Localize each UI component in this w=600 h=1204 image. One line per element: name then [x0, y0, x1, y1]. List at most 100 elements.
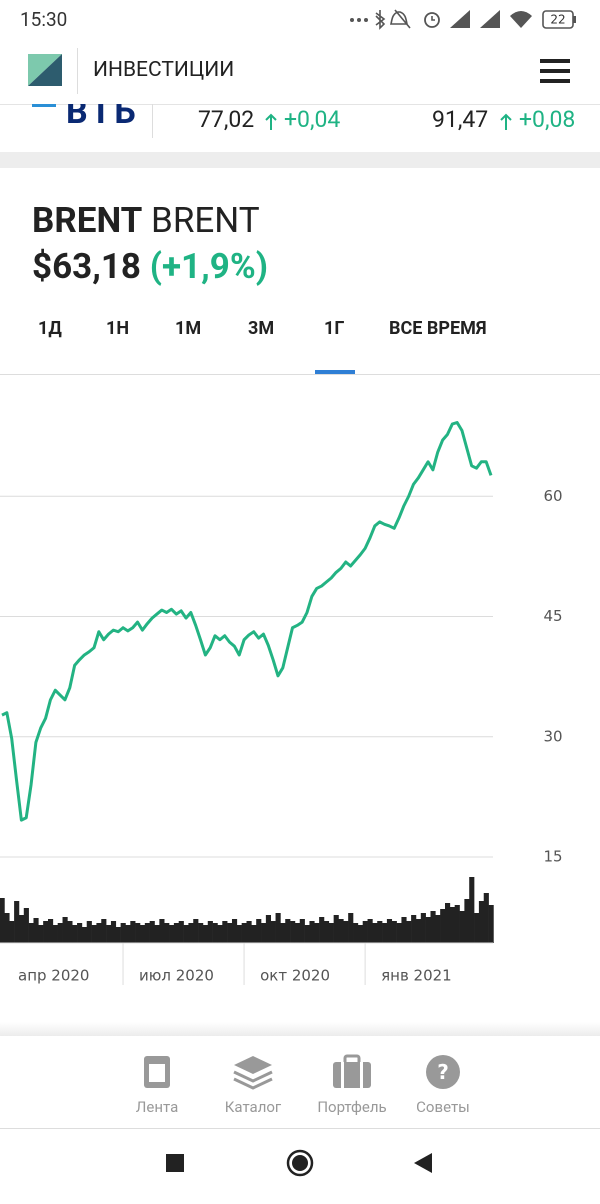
app-title: ИНВЕСТИЦИИ [93, 58, 235, 82]
volume-bar [23, 908, 29, 943]
app-header: ИНВЕСТИЦИИ [0, 36, 600, 105]
volume-bar [309, 921, 315, 943]
home-button[interactable] [286, 1149, 314, 1177]
x-tick-label: июл 2020 [139, 967, 214, 985]
volume-bar [159, 919, 165, 943]
volume-bar [217, 925, 223, 943]
volume-bar [474, 913, 480, 943]
volume-bar [67, 921, 73, 943]
volume-bar [72, 925, 78, 943]
volume-bar [91, 925, 97, 943]
volume-bar [173, 923, 180, 943]
volume-bar [33, 918, 39, 943]
period-tabs: 1Д 1Н 1М 3М 1Г ВСЕ ВРЕМЯ [0, 316, 600, 375]
volume-bar [193, 919, 199, 943]
separator [0, 1022, 600, 1036]
volume-bar [406, 921, 412, 943]
volume-bar [38, 925, 44, 943]
volume-bar [110, 921, 117, 943]
volume-bar [236, 925, 242, 943]
y-tick-label: 30 [543, 727, 562, 745]
instrument-change: (+1,9%) [149, 246, 268, 287]
period-tab[interactable]: 1Н [106, 318, 130, 339]
volume-bar [139, 925, 146, 943]
volume-bar [357, 925, 363, 943]
instrument-fullname: BRENT [151, 200, 260, 241]
volume-bar [396, 923, 402, 943]
nav-item[interactable]: Лента [107, 1038, 207, 1116]
volume-bar [488, 905, 494, 943]
menu-button[interactable] [540, 58, 572, 84]
volume-bar [377, 921, 383, 943]
volume-bar [372, 923, 378, 943]
nav-icon: ? [426, 1055, 460, 1089]
volume-bar [478, 901, 485, 943]
volume-bar [14, 901, 20, 943]
nav-item[interactable]: Каталог [203, 1038, 303, 1116]
volume-bar [130, 921, 136, 943]
separator [0, 152, 600, 168]
volume-bar [454, 905, 460, 943]
volume-bar [188, 923, 194, 943]
period-tab[interactable]: 3М [248, 318, 275, 339]
volume-bar [101, 919, 107, 943]
volume-bar [411, 915, 417, 943]
volume-bar [57, 923, 63, 943]
back-button[interactable] [414, 1153, 432, 1173]
volume-bar [464, 899, 470, 943]
volume-bar [164, 923, 170, 943]
ticker-price: 77,02 [198, 106, 255, 133]
volume-bar [333, 915, 339, 943]
volume-bar [420, 913, 426, 943]
period-tab[interactable]: 1Д [38, 318, 62, 339]
home-dot [292, 1155, 308, 1171]
nav-item[interactable]: ? Советы [393, 1038, 493, 1116]
volume-bar [449, 907, 455, 943]
instrument-quote: $63,18 (+1,9%) [32, 246, 268, 287]
svg-text:?: ? [437, 1060, 449, 1084]
volume-bar [348, 913, 354, 943]
volume-bar [265, 915, 272, 943]
y-tick-label: 15 [543, 848, 562, 866]
volume-bar [62, 917, 68, 943]
period-tab[interactable]: ВСЕ ВРЕМЯ [389, 318, 487, 339]
status-icons: 22 [350, 9, 576, 30]
volume-bar [280, 923, 286, 943]
instrument-price: $63,18 [32, 246, 142, 287]
volume-bar [86, 921, 92, 943]
nav-icon [144, 1056, 170, 1088]
period-tab[interactable]: 1М [175, 318, 202, 339]
volume-bar [231, 919, 238, 943]
ticker-change: +0,04 [284, 106, 341, 133]
volume-bar [169, 925, 175, 943]
nav-item[interactable]: Портфель [302, 1038, 402, 1116]
volume-bar [81, 927, 88, 943]
volume-bar [144, 923, 150, 943]
volume-bar [47, 919, 54, 943]
recents-button[interactable] [166, 1154, 184, 1172]
volume-bar [115, 927, 121, 943]
volume-bar [275, 913, 281, 943]
volume-bar [459, 911, 465, 943]
volume-bar [222, 921, 228, 943]
up-arrow [265, 113, 277, 130]
volume-bar [338, 919, 344, 943]
volume-bar [319, 917, 325, 943]
volume-bar [227, 923, 233, 943]
x-tick-label: окт 2020 [260, 967, 330, 985]
volume-bar [285, 919, 291, 943]
battery-level: 22 [550, 13, 565, 27]
system-nav [0, 1130, 600, 1200]
volume-bar [290, 921, 296, 943]
volume-bar [246, 921, 252, 943]
volume-bar [299, 919, 305, 943]
volume-bar [241, 923, 247, 943]
nav-label: Каталог [224, 1098, 282, 1116]
period-tab[interactable]: 1Г [324, 318, 345, 339]
volume-bar [386, 919, 393, 943]
volume-bar [469, 877, 475, 943]
y-tick-label: 60 [543, 487, 562, 505]
volume-bar [125, 925, 131, 943]
x-tick-label: апр 2020 [18, 967, 89, 985]
